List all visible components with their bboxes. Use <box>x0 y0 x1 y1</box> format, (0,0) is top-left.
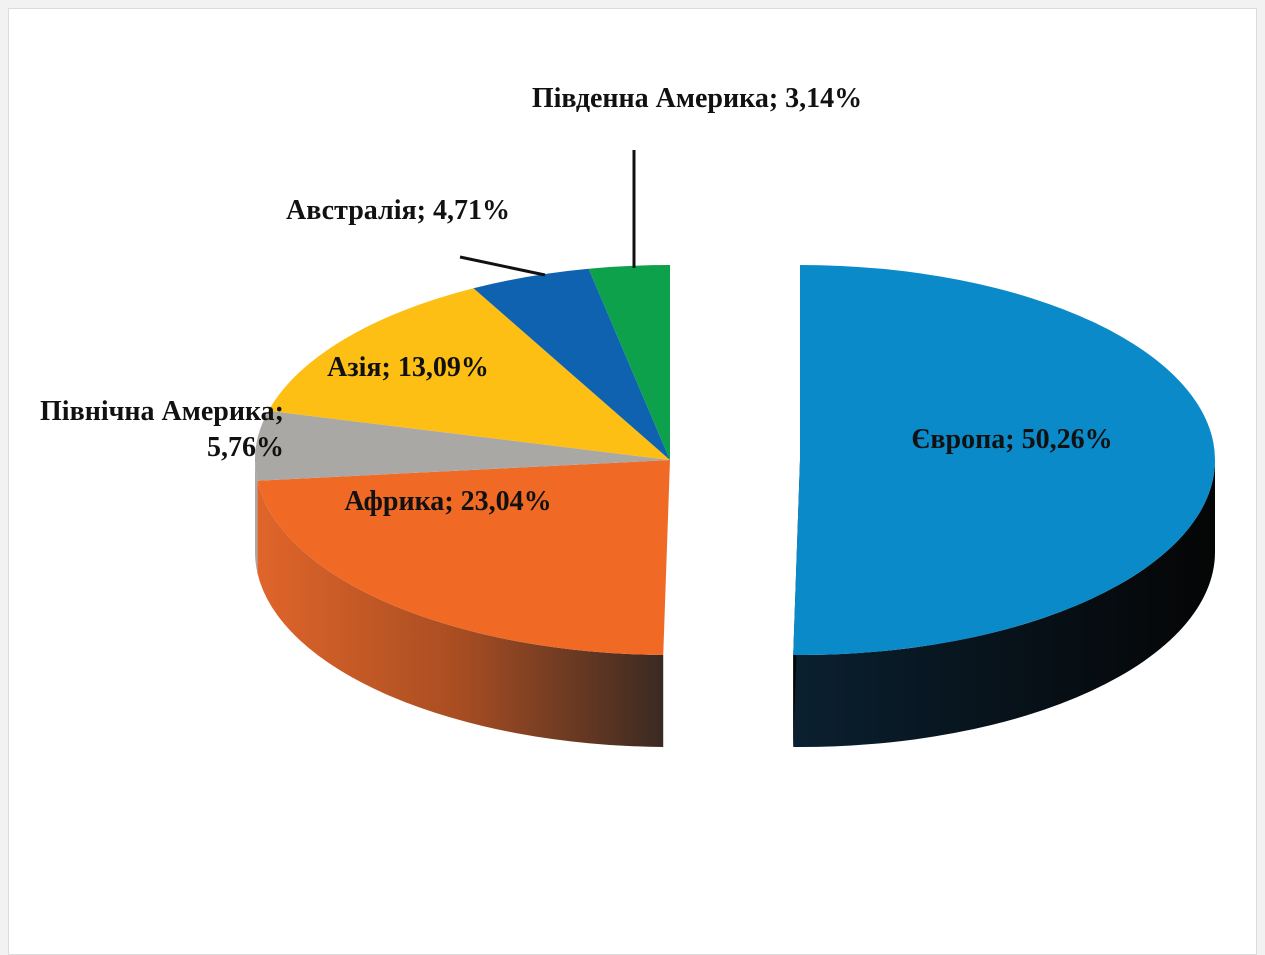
slice-side <box>255 460 258 573</box>
slice <box>268 288 670 460</box>
value-label: 23,04% <box>460 486 552 517</box>
data-label: Європа50,26% <box>911 422 1112 458</box>
data-label: Північна Америка5,76% <box>40 394 284 466</box>
value-label: 3,14% <box>785 83 863 114</box>
slice <box>257 460 670 655</box>
slice-side <box>793 460 1215 748</box>
value-label: 13,09% <box>397 352 489 383</box>
slice <box>588 265 670 460</box>
data-label: Південна Америка3,14% <box>532 81 862 117</box>
category-label: Азія <box>327 352 398 383</box>
slice <box>793 265 1215 655</box>
slice-side <box>257 480 664 747</box>
category-label: Австралія <box>286 195 433 226</box>
value-label: 50,26% <box>1021 424 1113 455</box>
value-label: 5,76% <box>206 432 284 463</box>
category-label: Північна Америка <box>40 394 284 430</box>
slice <box>473 268 670 460</box>
slice <box>254 410 670 481</box>
category-label: Європа <box>911 424 1021 455</box>
data-label: Азія13,09% <box>327 350 489 386</box>
category-label: Африка <box>344 486 460 517</box>
data-label: Африка23,04% <box>344 484 551 520</box>
data-label: Австралія4,71% <box>286 193 510 229</box>
value-label: 4,71% <box>433 195 510 226</box>
category-label: Південна Америка <box>532 83 785 114</box>
leader-line <box>459 255 546 277</box>
